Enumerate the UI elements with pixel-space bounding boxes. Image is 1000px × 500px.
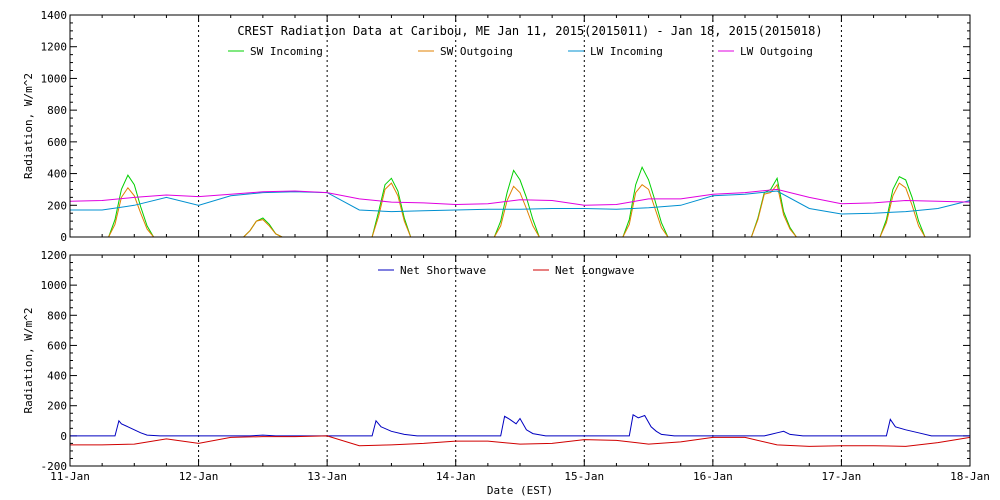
y-tick-label: 600: [47, 339, 67, 352]
x-tick-label: 16-Jan: [693, 470, 733, 483]
series-line-4: [69, 188, 971, 206]
chart-panels: 0 200 400 600 800 1000 1200 1400 Radiation, W/m^…: [22, 9, 990, 483]
x-tick-label: 12-Jan: [179, 470, 219, 483]
y-tick-label: 1400: [41, 9, 68, 22]
y-tick-label: 1000: [41, 279, 68, 292]
series-line-1: [70, 414, 970, 437]
y-tick-label: 400: [47, 168, 67, 181]
x-tick-label: 13-Jan: [307, 470, 347, 483]
x-axis-label: Date (EST): [487, 484, 553, 497]
x-tick-label: 18-Jan: [950, 470, 990, 483]
x-tick-label: 14-Jan: [436, 470, 476, 483]
plot-frame: [69, 14, 971, 238]
y-tick-label: 800: [47, 309, 67, 322]
y-tick-label: 1200: [41, 41, 68, 54]
plot-frame: [69, 254, 971, 467]
x-tick-label: 11-Jan: [50, 470, 90, 483]
legend-label: LW Outgoing: [740, 45, 813, 58]
legend-label: LW Incoming: [590, 45, 663, 58]
x-tick-label: 17-Jan: [822, 470, 862, 483]
y-tick-label: 800: [47, 104, 67, 117]
legend-label: Net Shortwave: [400, 264, 486, 277]
x-tick-label: 15-Jan: [564, 470, 604, 483]
y-tick-label: 0: [60, 430, 67, 443]
y-tick-label: 0: [60, 231, 67, 244]
y-axis-label: Radiation, W/m^2: [22, 73, 35, 179]
y-tick-label: 1200: [41, 249, 68, 262]
series-line-2: [70, 182, 970, 238]
y-axis-label: Radiation, W/m^2: [22, 308, 35, 414]
chart-panel-1: 0 200 400 600 800 1000 1200 1400 Radiation, W/m^…: [22, 9, 971, 244]
legend-label: SW Incoming: [250, 45, 323, 58]
legend-label: Net Longwave: [555, 264, 634, 277]
y-tick-label: 400: [47, 370, 67, 383]
y-tick-label: 1000: [41, 72, 68, 85]
y-tick-label: 200: [47, 400, 67, 413]
y-tick-label: 600: [47, 136, 67, 149]
chart-title: CREST Radiation Data at Caribou, ME Jan …: [237, 24, 822, 38]
series-line-3: [70, 190, 971, 215]
series-line-2: [70, 435, 971, 447]
y-tick-label: -200: [41, 460, 68, 473]
y-tick-label: 200: [47, 199, 67, 212]
legend-label: SW Outgoing: [440, 45, 513, 58]
chart-panel-2: -200 0 200 400 600 800 1000 1200 11-Jan 12-Jan 13-…: [22, 249, 990, 483]
